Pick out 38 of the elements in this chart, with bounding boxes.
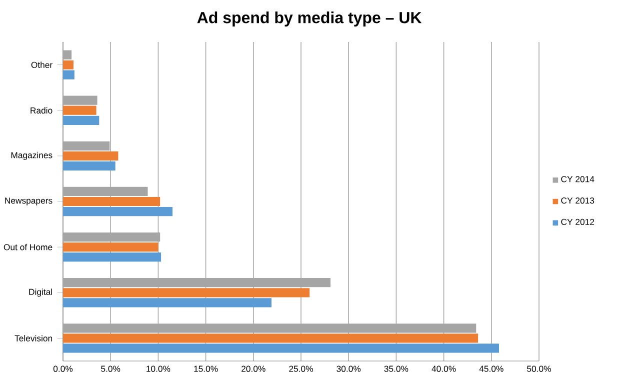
- x-tick-label: 30.0%: [336, 366, 361, 372]
- x-tick-label: 0.0%: [53, 366, 73, 372]
- bar: [63, 70, 74, 80]
- bar: [63, 106, 96, 115]
- y-tick-label: Out of Home: [4, 244, 52, 250]
- x-tick-label: 25.0%: [289, 366, 313, 372]
- chart-title: Ad spend by media type – UK: [197, 12, 422, 26]
- bar: [63, 50, 72, 60]
- x-tick-label: 15.0%: [194, 366, 218, 372]
- x-tick-label: 5.0%: [101, 366, 120, 372]
- y-tick-label: Newspapers: [5, 198, 52, 206]
- bar: [63, 116, 100, 125]
- legend-label: CY 2012: [561, 218, 594, 225]
- bar: [63, 151, 118, 160]
- bar: [63, 288, 310, 298]
- y-tick-label: Digital: [29, 288, 52, 297]
- bar: [63, 334, 478, 343]
- bar: [63, 60, 74, 70]
- bar: [63, 96, 98, 105]
- y-tick-label: Magazines: [11, 152, 52, 160]
- x-tick-label: 10.0%: [146, 366, 170, 372]
- bar: [63, 196, 160, 206]
- bar: [63, 252, 162, 262]
- bar: [63, 242, 158, 252]
- x-tick-label: 40.0%: [432, 366, 456, 372]
- bar: [63, 344, 500, 353]
- x-tick-label: 50.0%: [527, 366, 551, 372]
- bar: [63, 206, 172, 216]
- legend-label: CY 2013: [561, 197, 594, 204]
- x-tick-label: 20.0%: [242, 366, 266, 372]
- bar: [63, 298, 272, 308]
- y-tick-label: Radio: [30, 107, 52, 114]
- y-tick-label: Other: [31, 62, 52, 68]
- legend-label: CY 2014: [561, 176, 594, 182]
- bar: [63, 161, 116, 171]
- x-tick-label: 35.0%: [384, 366, 408, 372]
- y-tick-label: Television: [14, 335, 52, 342]
- x-tick-label: 45.0%: [479, 366, 504, 372]
